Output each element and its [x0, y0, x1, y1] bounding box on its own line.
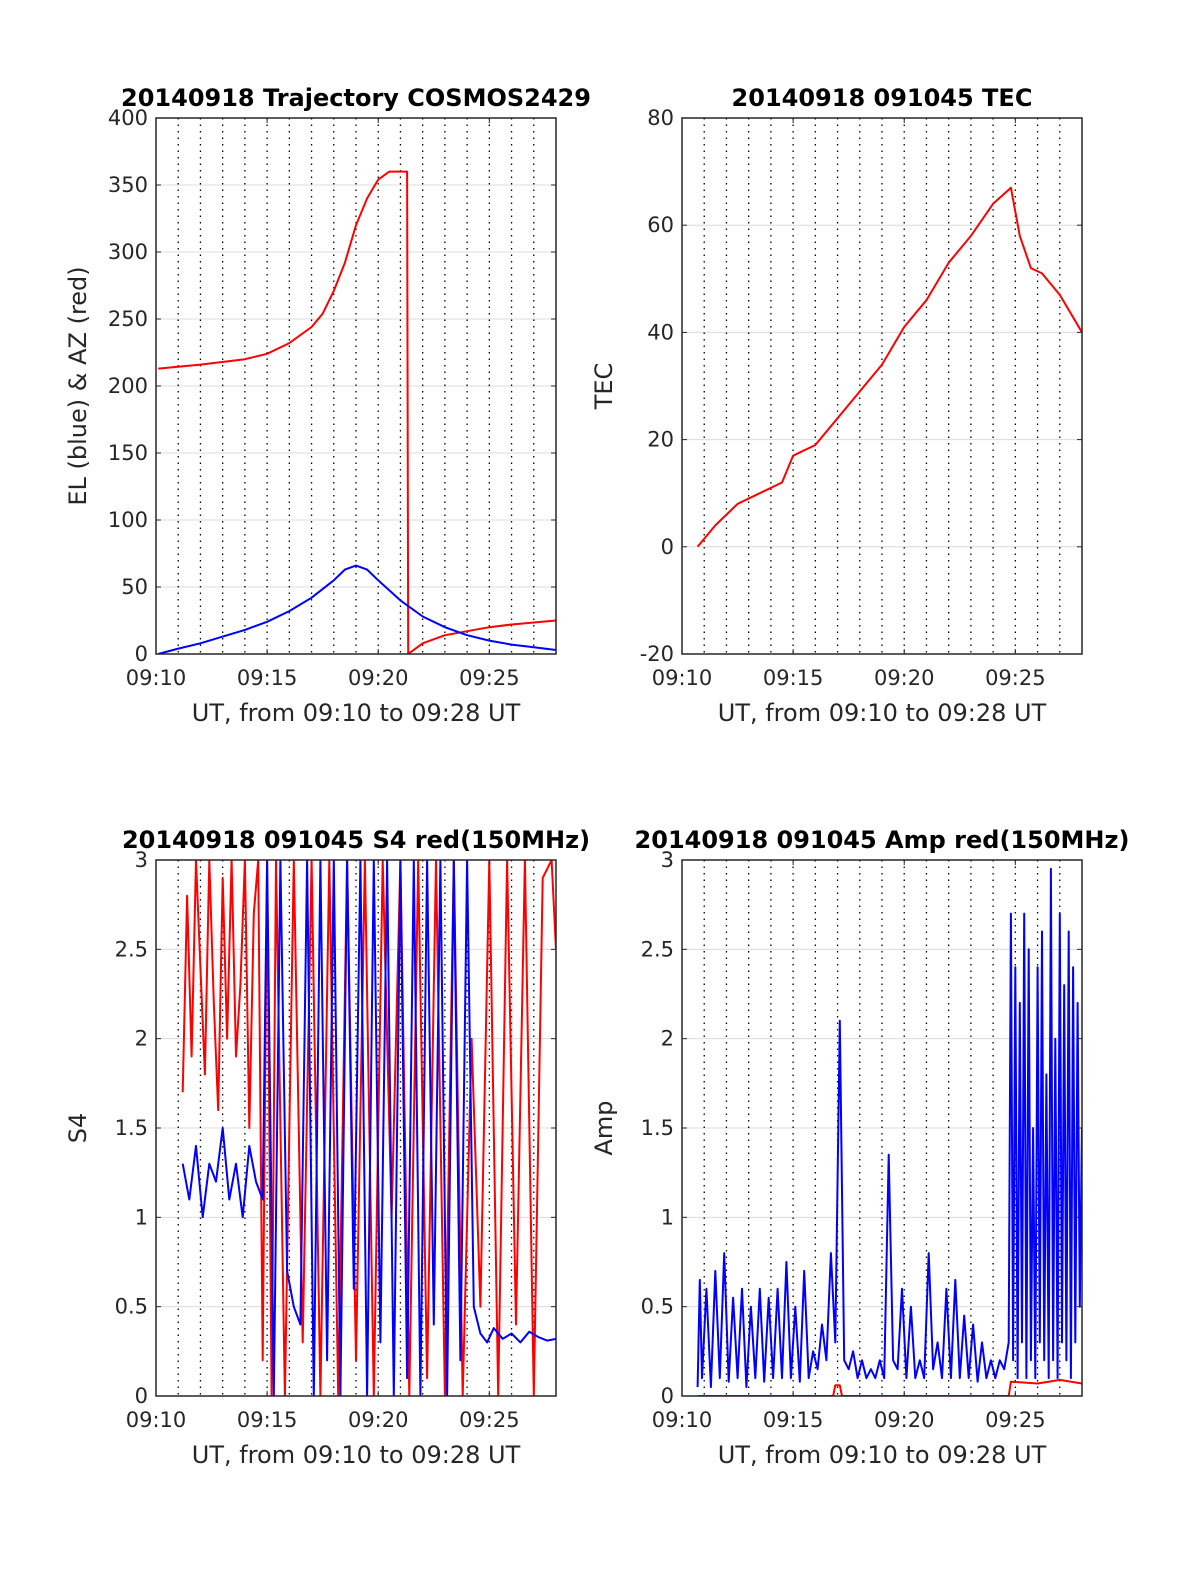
x-tick-label: 09:15 [237, 666, 298, 690]
y-tick-label: 0.5 [641, 1295, 674, 1319]
plot-frame [681, 117, 1083, 655]
y-tick-label: 2 [661, 1027, 674, 1051]
x-tick-label: 09:10 [126, 666, 187, 690]
y-tick-label: 0 [661, 1384, 674, 1408]
x-axis-label: UT, from 09:10 to 09:28 UT [192, 699, 521, 727]
y-axis-label: S4 [64, 1113, 92, 1144]
y-tick-label: 2.5 [115, 937, 148, 961]
x-tick-label: 09:15 [763, 666, 824, 690]
y-tick-label: 3 [661, 848, 674, 872]
chart-tec: -20 0 20 40 60 80 09:10 09:15 09:20 09:25 20140918… [590, 84, 1083, 727]
chart-trajectory: 0 50 100 150 200 250 300 350 400 09:10 09:15 09:20 0… [64, 84, 591, 727]
y-tick-label: 300 [108, 240, 148, 264]
y-tick-label: 60 [647, 213, 674, 237]
chart-s4: 0 0.5 1 1.5 2 2.5 3 09:10 09:15 09:20 09:25 2014091… [64, 826, 590, 1469]
chart-title: 20140918 091045 S4 red(150MHz) [122, 826, 590, 854]
chart-title: 20140918 091045 TEC [732, 84, 1033, 112]
y-tick-label: 1.5 [115, 1116, 148, 1140]
x-tick-label: 09:25 [985, 1408, 1046, 1432]
y-axis-label: TEC [590, 363, 618, 411]
y-tick-label: 250 [108, 307, 148, 331]
x-tick-label: 09:25 [985, 666, 1046, 690]
x-tick-label: 09:10 [126, 1408, 187, 1432]
y-tick-label: 2 [135, 1027, 148, 1051]
y-tick-label: -20 [640, 642, 674, 666]
x-tick-label: 09:10 [652, 666, 713, 690]
x-tick-label: 09:15 [237, 1408, 298, 1432]
y-tick-label: 0.5 [115, 1295, 148, 1319]
y-tick-label: 100 [108, 508, 148, 532]
y-tick-label: 3 [135, 848, 148, 872]
x-tick-label: 09:25 [459, 1408, 520, 1432]
y-tick-label: 1 [135, 1205, 148, 1229]
y-tick-label: 0 [135, 642, 148, 666]
series-line-0 [158, 170, 556, 654]
series-line-0 [696, 186, 1082, 548]
series-line-0 [697, 1378, 1082, 1396]
y-axis-label: EL (blue) & AZ (red) [64, 266, 92, 505]
series-line-1 [696, 867, 1082, 1389]
y-tick-label: 0 [135, 1384, 148, 1408]
y-tick-label: 150 [108, 441, 148, 465]
y-tick-label: 40 [647, 320, 674, 344]
x-tick-label: 09:20 [874, 1408, 935, 1432]
x-axis-label: UT, from 09:10 to 09:28 UT [718, 1441, 1047, 1469]
y-tick-label: 50 [121, 575, 148, 599]
chart-title: 20140918 Trajectory COSMOS2429 [121, 84, 591, 112]
y-tick-label: 400 [108, 106, 148, 130]
y-tick-label: 350 [108, 173, 148, 197]
y-tick-label: 1.5 [641, 1116, 674, 1140]
x-tick-label: 09:15 [763, 1408, 824, 1432]
y-tick-label: 80 [647, 106, 674, 130]
x-tick-label: 09:25 [459, 666, 520, 690]
x-tick-label: 09:20 [348, 666, 409, 690]
x-axis-label: UT, from 09:10 to 09:28 UT [718, 699, 1047, 727]
x-axis-label: UT, from 09:10 to 09:28 UT [192, 1441, 521, 1469]
chart-title: 20140918 091045 Amp red(150MHz) [635, 826, 1130, 854]
y-tick-label: 2.5 [641, 937, 674, 961]
x-tick-label: 09:20 [348, 1408, 409, 1432]
series-line-1 [181, 860, 556, 1396]
y-tick-label: 0 [661, 535, 674, 559]
y-axis-label: Amp [590, 1100, 618, 1155]
series-line-1 [157, 564, 556, 654]
x-tick-label: 09:10 [652, 1408, 713, 1432]
x-tick-label: 09:20 [874, 666, 935, 690]
y-tick-label: 1 [661, 1205, 674, 1229]
y-tick-label: 20 [647, 428, 674, 452]
y-tick-label: 200 [108, 374, 148, 398]
chart-amp: 0 0.5 1 1.5 2 2.5 3 09:10 09:15 09:20 09:25 2014091… [590, 826, 1129, 1469]
